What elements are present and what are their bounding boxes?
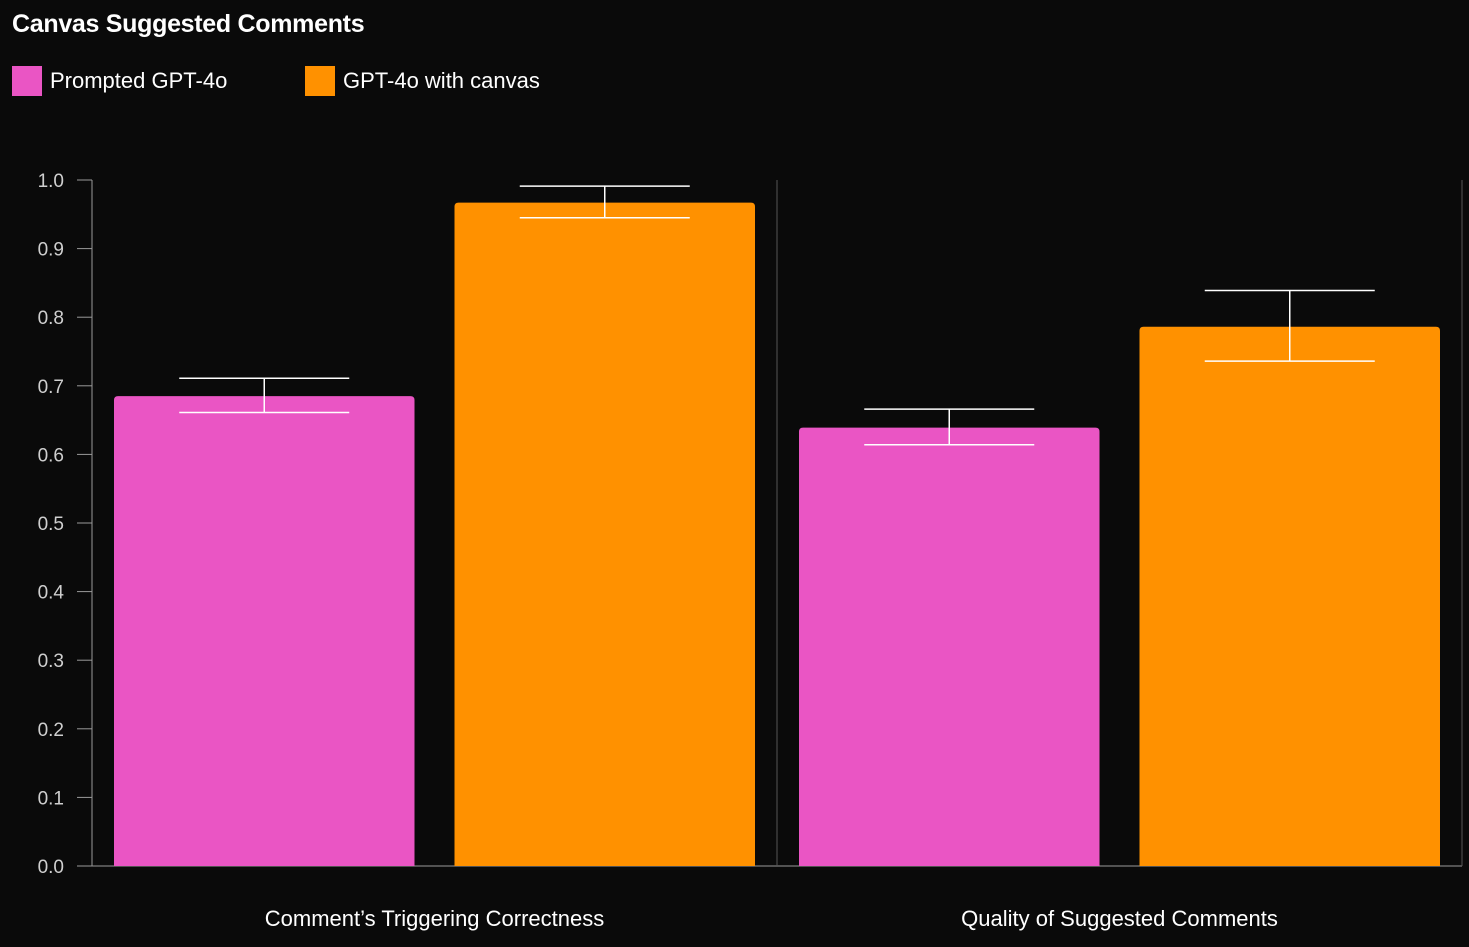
y-tick-label: 0.9: [38, 240, 64, 261]
y-tick-label: 0.8: [38, 308, 64, 329]
y-tick-label: 0.0: [38, 857, 64, 878]
legend-item-gpt-4o-with-canvas: GPT-4o with canvas: [305, 66, 540, 96]
y-tick-label: 0.4: [38, 583, 65, 604]
y-tick-label: 0.6: [38, 445, 64, 466]
y-tick-label: 0.1: [38, 788, 64, 809]
bar: [114, 396, 415, 866]
legend-label: Prompted GPT-4o: [50, 68, 228, 93]
y-tick-label: 0.2: [38, 720, 64, 741]
x-category-label: Quality of Suggested Comments: [961, 906, 1278, 931]
y-tick-label: 0.3: [38, 651, 64, 672]
legend-label: GPT-4o with canvas: [343, 68, 540, 93]
bar: [1139, 326, 1440, 867]
bar: [454, 202, 755, 866]
bar: [799, 427, 1100, 866]
legend-swatch-gpt-4o-with-canvas: [305, 66, 335, 96]
legend-swatch-prompted-gpt-4o: [12, 66, 42, 96]
y-tick-label: 0.7: [38, 377, 64, 398]
chart-title: Canvas Suggested Comments: [12, 10, 365, 38]
y-tick-label: 1.0: [38, 171, 64, 192]
x-category-label: Comment’s Triggering Correctness: [265, 906, 605, 931]
y-tick-label: 0.5: [38, 514, 64, 535]
legend-item-prompted-gpt-4o: Prompted GPT-4o: [12, 66, 227, 96]
